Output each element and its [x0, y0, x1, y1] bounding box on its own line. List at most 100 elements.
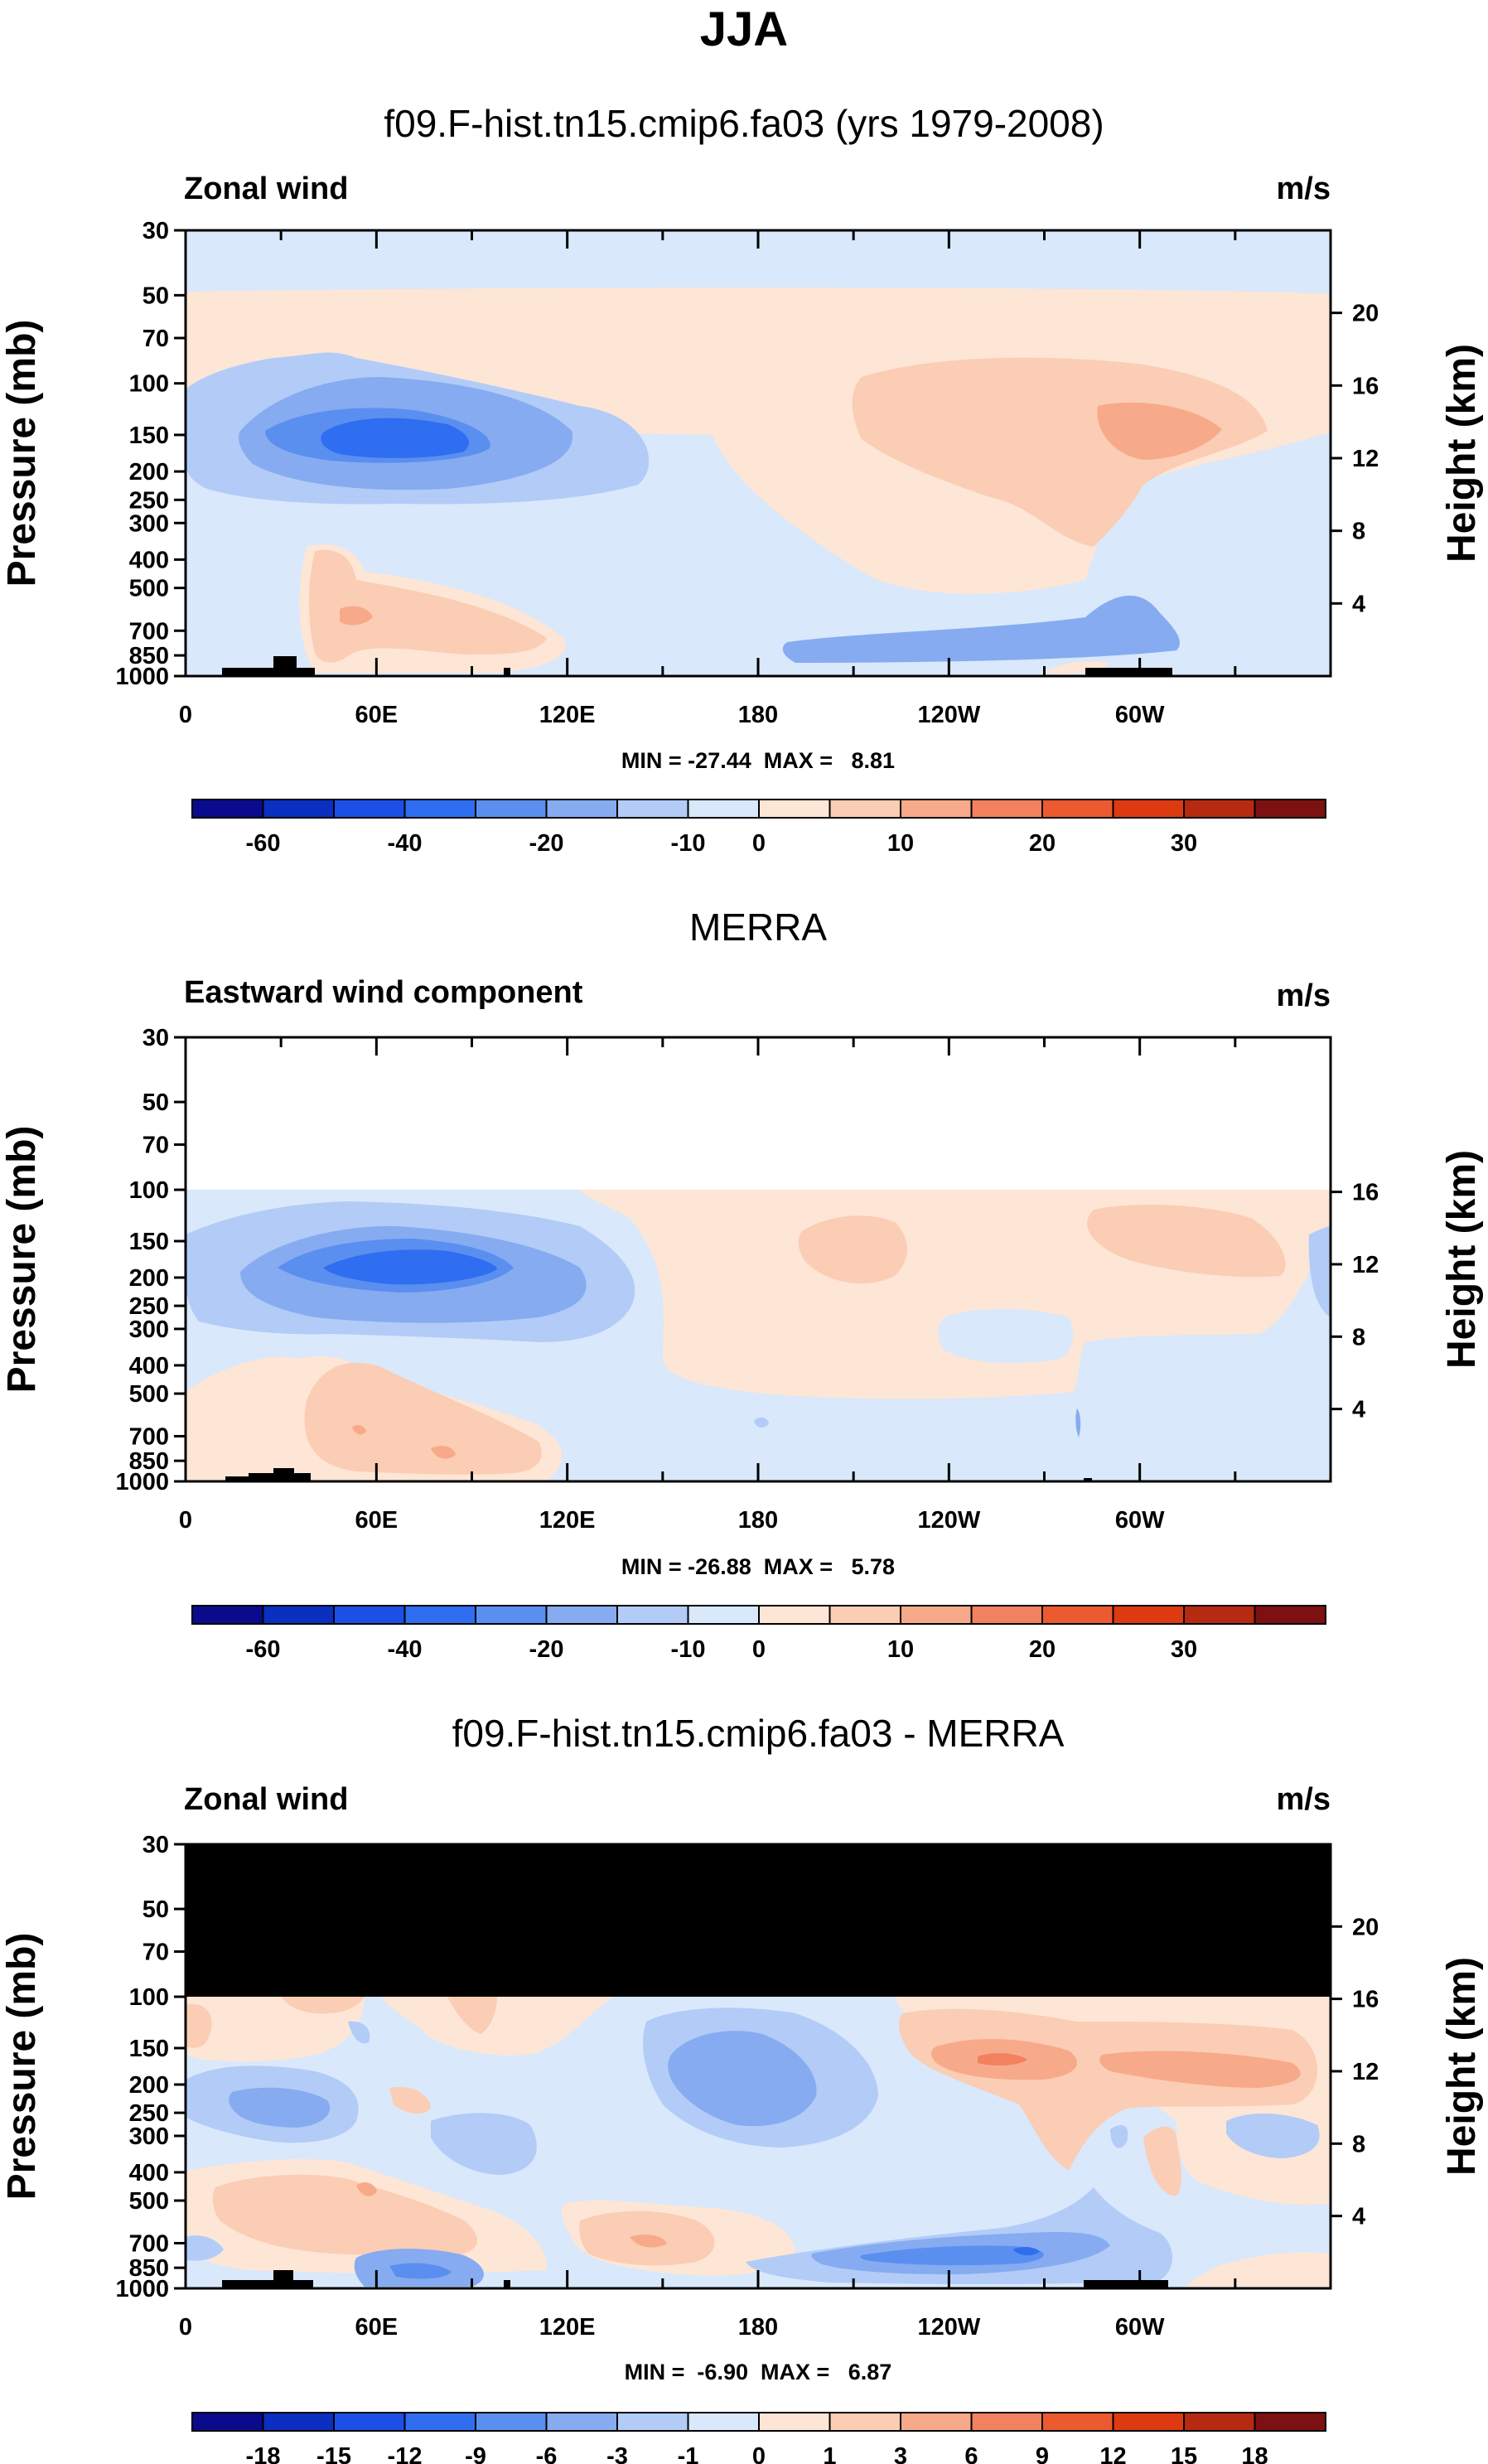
- fill-deep-blue: [1012, 2247, 1040, 2256]
- fill-dark-orange: [1097, 402, 1222, 460]
- fill-pale-blue: [348, 2021, 370, 2044]
- colorbar-tick-label: 12: [1099, 2443, 1126, 2464]
- x-tick-label: 0: [179, 1507, 192, 1534]
- y2-tick-label: 8: [1352, 519, 1365, 545]
- fill-orange: [282, 1997, 365, 2014]
- y2-tick-label: 20: [1352, 1914, 1379, 1940]
- colorbar-tick-label: -18: [246, 2443, 281, 2464]
- x-tick-label: 120E: [539, 2314, 596, 2341]
- colorbar-tick-label: -10: [671, 830, 706, 857]
- x-tick-label: 60E: [355, 702, 399, 728]
- colorbar-box: [262, 799, 335, 819]
- y-tick-label: 200: [129, 2072, 169, 2099]
- y-tick-label: 30: [143, 1832, 169, 1858]
- colorbar-tick-label: 0: [752, 1636, 766, 1663]
- terrain-mask: [222, 656, 315, 676]
- colorbar-box: [333, 1605, 406, 1625]
- colorbar-box: [687, 799, 760, 819]
- fill-deep-blue: [321, 418, 470, 458]
- y-tick-label: 150: [129, 423, 169, 449]
- fill-light-blue: [186, 230, 1331, 292]
- colorbar-tick-label: -1: [678, 2443, 699, 2464]
- colorbar-box: [900, 2412, 973, 2432]
- x-tick-label: 60W: [1115, 2314, 1165, 2341]
- fill-dark-orange: [630, 2235, 667, 2248]
- colorbar-box: [191, 799, 264, 819]
- fill-dark-orange: [356, 2182, 377, 2196]
- x-tick-label: 60W: [1115, 702, 1165, 728]
- fill-dark-orange: [431, 1446, 456, 1459]
- colorbar-box: [900, 1605, 973, 1625]
- colorbar-tick-label: 20: [1029, 1636, 1056, 1663]
- y2-tick-label: 8: [1352, 1324, 1365, 1350]
- y-tick-label: 250: [129, 1293, 169, 1320]
- contour-field: [186, 1037, 1331, 1481]
- colorbar-box: [545, 799, 618, 819]
- panel-title: f09.F-hist.tn15.cmip6.fa03 (yrs 1979-200…: [384, 102, 1104, 145]
- y-tick-label: 70: [143, 326, 169, 352]
- colorbar-box: [1041, 799, 1114, 819]
- colorbar-tick-label: -6: [536, 2443, 558, 2464]
- fill-pale-blue: [1308, 1226, 1331, 1317]
- colorbar-tick-label: 0: [752, 830, 766, 857]
- colorbar-tick-label: -60: [246, 830, 281, 857]
- panel-left-label: Zonal wind: [184, 172, 348, 206]
- min-max-stats: MIN = -27.44 MAX = 8.81: [621, 748, 895, 773]
- panel-title: f09.F-hist.tn15.cmip6.fa03 - MERRA: [452, 1712, 1065, 1755]
- fill-deep-blue: [323, 1249, 497, 1285]
- colorbar: -60 -40 -20 -10 0 10 20 30: [191, 799, 1326, 857]
- colorbar-tick-label: -60: [246, 1636, 281, 1663]
- colorbar-tick-label: -12: [388, 2443, 423, 2464]
- colorbar-box: [1041, 2412, 1114, 2432]
- x-tick-label: 120W: [917, 702, 980, 728]
- colorbar-box: [545, 1605, 618, 1625]
- colorbar-box: [970, 2412, 1043, 2432]
- y-tick-label: 1000: [115, 664, 169, 690]
- y-tick-label: 200: [129, 459, 169, 486]
- y-axis-label: Pressure (mb): [0, 1933, 44, 2201]
- y-tick-label: 50: [143, 1896, 169, 1923]
- fill-orange: [852, 357, 1268, 547]
- colorbar-box: [1183, 1605, 1256, 1625]
- axis-ticks: [174, 1843, 1342, 2290]
- terrain-mask: [1085, 668, 1172, 676]
- colorbar-box: [1112, 799, 1185, 819]
- y2-tick-label: 12: [1352, 2059, 1379, 2085]
- fill-mid-blue: [229, 2087, 331, 2128]
- colorbar-tick-label: 10: [887, 830, 914, 857]
- fill-light-orange: [1185, 2252, 1331, 2287]
- y2-tick-label: 8: [1352, 2131, 1365, 2157]
- colorbar-tick-label: 10: [887, 1636, 914, 1663]
- x-tick-label: 120E: [539, 1507, 596, 1534]
- fill-orange: [304, 1362, 542, 1475]
- x-tick-label: 0: [179, 2314, 192, 2341]
- y-tick-label: 850: [129, 1448, 169, 1475]
- fill-mid-blue: [782, 595, 1180, 663]
- y-tick-label: 150: [129, 2036, 169, 2062]
- y2-axis-label: Height (km): [1440, 1150, 1484, 1369]
- colorbar-box: [475, 2412, 548, 2432]
- colorbar-tick-label: 6: [964, 2443, 978, 2464]
- fill-blue: [389, 2263, 452, 2279]
- colorbar: -18 -15 -12 -9 -6 -3 -1 0 1 3 6 9 12 15 18: [191, 2412, 1326, 2464]
- colorbar-box: [191, 2412, 264, 2432]
- y2-tick-label: 4: [1352, 2204, 1365, 2230]
- y-tick-label: 400: [129, 2160, 169, 2186]
- x-tick-label: 60E: [355, 1507, 399, 1534]
- y-tick-label: 850: [129, 2255, 169, 2282]
- terrain-mask: [504, 2280, 510, 2288]
- panel-obs: MERRA Eastward wind component m/s: [0, 906, 1484, 1663]
- fill-orange: [447, 1997, 497, 2034]
- colorbar-box: [687, 2412, 760, 2432]
- fill-orange: [308, 549, 547, 663]
- colorbar-box: [758, 1605, 831, 1625]
- y-tick-label: 200: [129, 1265, 169, 1292]
- colorbar-tick-label: -9: [465, 2443, 486, 2464]
- colorbar-box: [1112, 2412, 1185, 2432]
- x-tick-label: 0: [179, 702, 192, 728]
- terrain-mask: [222, 2270, 313, 2288]
- colorbar-box: [829, 1605, 901, 1625]
- y-tick-label: 500: [129, 576, 169, 602]
- y-axis-label: Pressure (mb): [0, 1126, 44, 1394]
